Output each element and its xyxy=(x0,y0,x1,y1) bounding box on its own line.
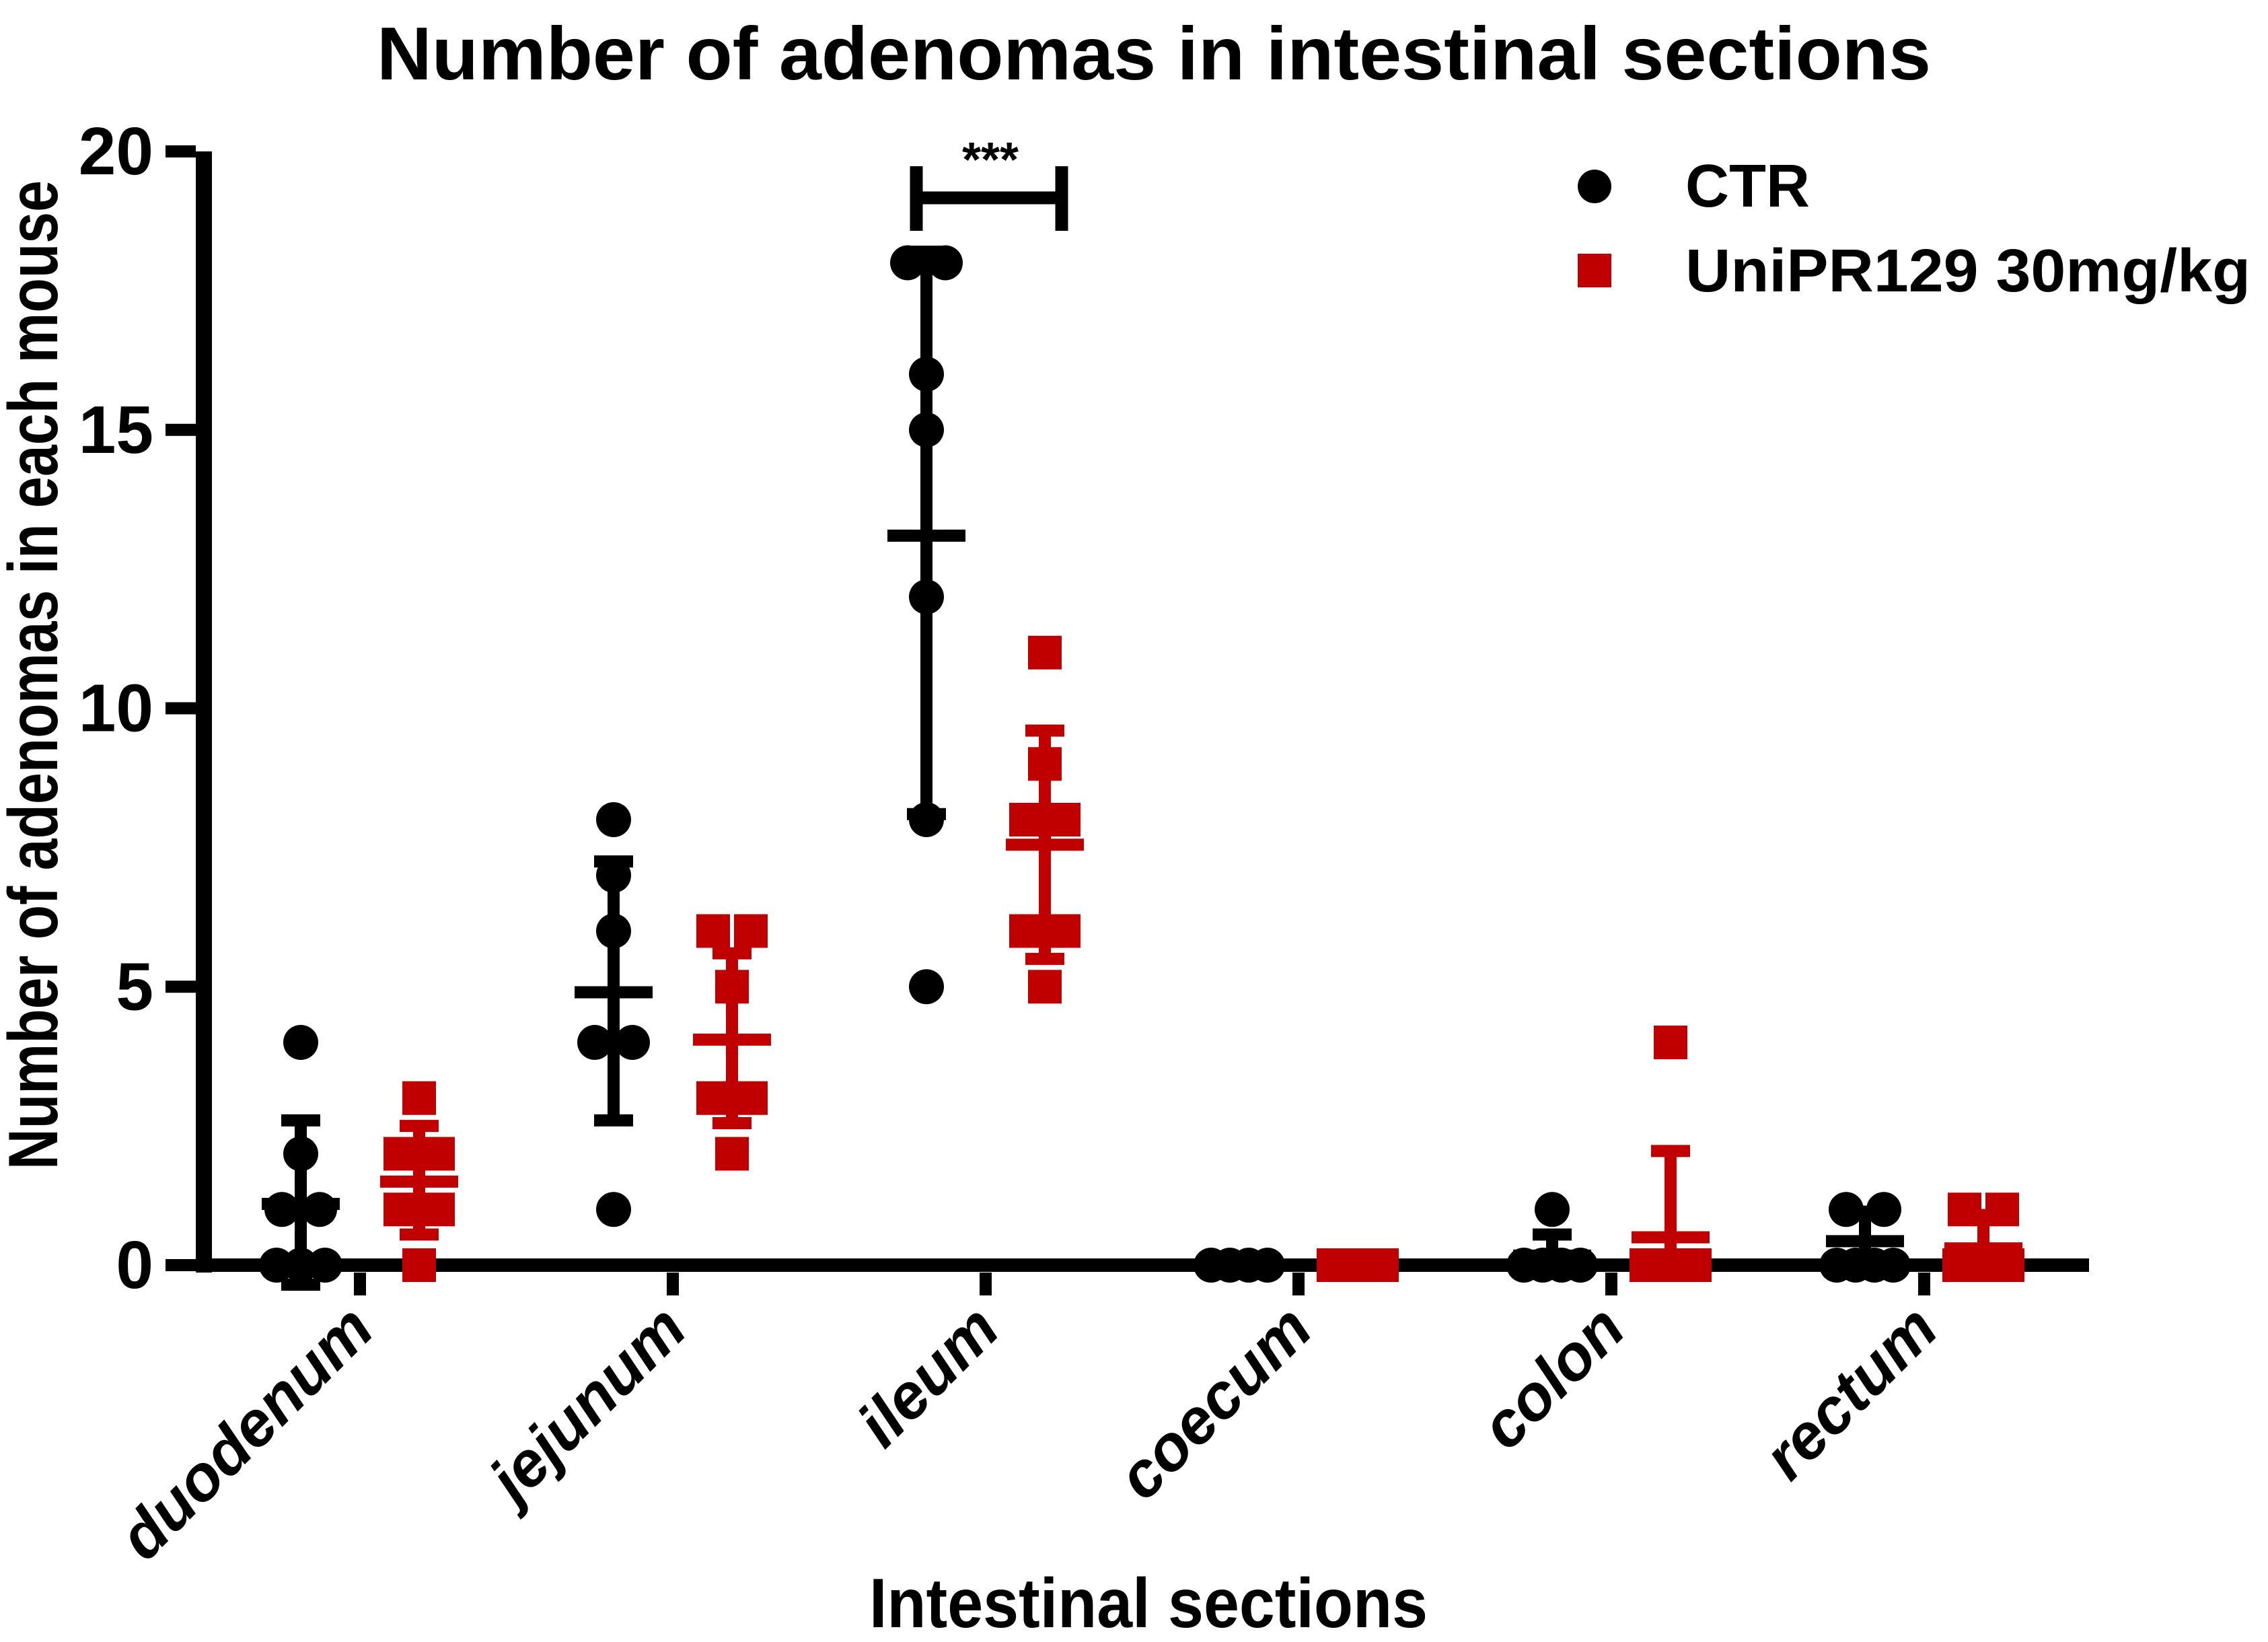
data-point-ctr xyxy=(596,1192,631,1227)
data-point-ctr xyxy=(596,913,631,949)
data-point-ctr xyxy=(909,802,944,837)
data-point-ctr xyxy=(890,245,925,281)
x-category-label: duodenum xyxy=(106,1292,387,1573)
data-point-ctr xyxy=(283,1248,318,1283)
data-point-ctr xyxy=(1866,1192,1901,1227)
data-point-unipr129 xyxy=(402,1081,436,1115)
data-point-ctr xyxy=(596,802,631,837)
data-point-ctr xyxy=(1829,1192,1864,1227)
x-axis-title: Intestinal sections xyxy=(869,1565,1428,1642)
data-point-ctr xyxy=(283,1025,318,1060)
data-point-unipr129 xyxy=(734,1081,768,1115)
data-point-unipr129 xyxy=(383,1192,417,1227)
data-point-ctr xyxy=(909,412,944,448)
data-point-unipr129 xyxy=(696,914,730,948)
data-point-unipr129 xyxy=(734,914,768,948)
data-point-ctr xyxy=(909,357,944,392)
data-point-ctr xyxy=(596,857,631,893)
data-point-unipr129 xyxy=(1678,1248,1712,1282)
x-category-label: rectum xyxy=(1750,1292,1951,1493)
data-point-unipr129 xyxy=(1985,1192,2019,1227)
data-point-unipr129 xyxy=(1009,914,1043,948)
significance-bracket: *** xyxy=(910,133,1068,231)
data-point-ctr xyxy=(909,969,944,1005)
y-tick-label: 10 xyxy=(79,671,153,746)
data-point-unipr129 xyxy=(1028,970,1062,1004)
plot-area: 0 5 10 15 20 duodenum jejunum ileum coecum colon r… xyxy=(79,114,2089,1573)
y-tick-label: 0 xyxy=(116,1227,153,1303)
data-point-ctr xyxy=(615,1025,650,1060)
data-point-ctr xyxy=(1876,1248,1911,1283)
y-tick-label: 5 xyxy=(116,949,153,1024)
x-category-label: colon xyxy=(1467,1292,1638,1463)
data-point-ctr xyxy=(1250,1248,1285,1283)
data-point-unipr129 xyxy=(1028,635,1062,670)
data-point-ctr xyxy=(307,1248,342,1283)
data-point-ctr xyxy=(302,1192,337,1227)
y-axis-title: Number of adenomas in each mouse xyxy=(0,180,73,1170)
x-category-label: jejunum xyxy=(471,1292,700,1521)
data-point-unipr129 xyxy=(402,1248,436,1282)
data-point-unipr129 xyxy=(383,1137,417,1171)
data-point-ctr xyxy=(264,1192,299,1227)
chart-title: Number of adenomas in intestinal section… xyxy=(377,12,1931,96)
data-point-unipr129 xyxy=(715,1137,749,1171)
x-category-label: ileum xyxy=(844,1292,1012,1460)
data-point-unipr129 xyxy=(421,1192,455,1227)
data-point-unipr129 xyxy=(1948,1192,1981,1227)
legend-marker-unipr129-icon xyxy=(1578,254,1611,287)
data-point-unipr129 xyxy=(421,1137,455,1171)
y-tick-label: 15 xyxy=(79,392,153,468)
data-point-ctr xyxy=(577,1025,612,1060)
legend-label-unipr129: UniPR129 30mg/kg xyxy=(1685,238,2251,305)
data-point-unipr129 xyxy=(1028,747,1062,781)
data-point-ctr xyxy=(1535,1192,1570,1227)
data-point-ctr xyxy=(259,1248,294,1283)
legend-label-ctr: CTR xyxy=(1685,153,1810,220)
y-tick-label: 20 xyxy=(79,114,153,189)
legend-marker-ctr-icon xyxy=(1578,170,1611,203)
data-point-unipr129 xyxy=(715,970,749,1004)
data-point-unipr129 xyxy=(696,1081,730,1115)
data-point-ctr xyxy=(1563,1248,1598,1283)
x-category-label: coecum xyxy=(1104,1292,1325,1513)
data-point-unipr129 xyxy=(1047,803,1081,836)
data-point-ctr xyxy=(928,245,963,281)
legend: CTR UniPR129 30mg/kg xyxy=(1578,153,2251,305)
significance-stars: *** xyxy=(962,133,1019,187)
data-point-unipr129 xyxy=(1009,803,1043,836)
data-point-unipr129 xyxy=(1365,1248,1399,1282)
data-point-ctr xyxy=(909,579,944,614)
data-point-ctr xyxy=(283,1136,318,1172)
data-point-unipr129 xyxy=(1654,1026,1687,1059)
data-point-unipr129 xyxy=(1991,1248,2024,1282)
data-point-unipr129 xyxy=(1047,914,1081,948)
